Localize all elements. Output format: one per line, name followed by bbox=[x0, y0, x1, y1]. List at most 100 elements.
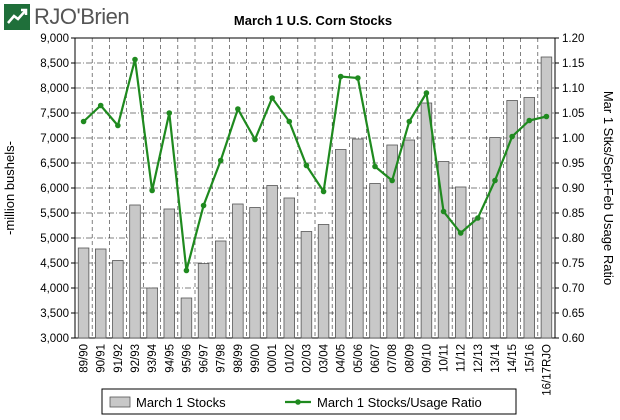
x-tick-label: 98/99 bbox=[233, 344, 245, 373]
ratio-point bbox=[183, 267, 190, 274]
bar bbox=[472, 217, 484, 339]
ratio-point bbox=[475, 215, 481, 221]
ratio-line bbox=[82, 59, 547, 271]
ratio-point bbox=[303, 162, 310, 169]
bar bbox=[283, 197, 296, 339]
ratio-point bbox=[80, 118, 87, 125]
y-left-tick-label: 4,000 bbox=[40, 283, 69, 295]
x-tick-label: 11/12 bbox=[456, 344, 468, 372]
axes-layer: 3,000 3,500 4,000 4,500 5,000 5,500 6,000 6,500… bbox=[2, 33, 616, 396]
bar bbox=[386, 144, 398, 339]
ratio-point bbox=[320, 188, 327, 195]
x-tick-label: 05/06 bbox=[353, 344, 365, 373]
ratio-point bbox=[286, 118, 293, 125]
bar bbox=[163, 208, 176, 339]
ratio-point bbox=[526, 117, 533, 124]
y-left-tick-label: 7,000 bbox=[40, 133, 69, 145]
bar bbox=[334, 149, 347, 339]
ratio-point bbox=[97, 102, 104, 109]
y-right-tick-label: 1.05 bbox=[562, 108, 584, 120]
bar bbox=[352, 138, 364, 339]
ratio-point bbox=[235, 106, 241, 112]
y-left-tick-label: 6,500 bbox=[40, 158, 69, 170]
ratio-point bbox=[217, 157, 224, 164]
x-tick-label: 09/10 bbox=[421, 344, 433, 373]
x-tick-label: 95/96 bbox=[181, 344, 193, 373]
y-right-tick-label: 1.15 bbox=[562, 58, 584, 70]
ratio-point bbox=[252, 136, 258, 143]
y-left-tick-label: 3,500 bbox=[40, 308, 69, 320]
bar bbox=[266, 185, 278, 339]
x-tick-label: 04/05 bbox=[336, 344, 348, 373]
ratio-point bbox=[406, 118, 413, 125]
x-tick-label: 97/98 bbox=[216, 344, 228, 373]
y-right-axis-title: Mar 1 Stks/Sept-Feb Usage Ratio bbox=[601, 91, 616, 285]
y-right-tick-label: 1.20 bbox=[562, 33, 584, 45]
y-right-tick-label: 0.75 bbox=[562, 258, 584, 270]
bar bbox=[146, 287, 158, 339]
bars-layer bbox=[77, 56, 553, 339]
x-tick-label: 12/13 bbox=[473, 344, 485, 373]
y-left-tick-label: 4,500 bbox=[40, 258, 69, 270]
legend-label: March 1 Stocks/Usage Ratio bbox=[317, 395, 482, 410]
bar bbox=[197, 263, 210, 339]
x-tick-label: 93/94 bbox=[147, 343, 159, 372]
x-tick-label: 99/00 bbox=[250, 344, 262, 373]
x-tick-label: 89/90 bbox=[79, 344, 91, 373]
x-tick-label: 06/07 bbox=[370, 344, 382, 373]
bar bbox=[489, 137, 501, 339]
x-tick-label: 02/03 bbox=[301, 344, 313, 373]
y-right-tick-label: 1.00 bbox=[562, 133, 584, 145]
ratio-point bbox=[457, 230, 464, 236]
bar bbox=[129, 204, 141, 339]
y-left-tick-label: 5,000 bbox=[40, 233, 69, 245]
ratio-point bbox=[492, 177, 498, 184]
ratio-point bbox=[200, 202, 207, 209]
bar bbox=[300, 231, 313, 339]
ratio-point bbox=[337, 73, 344, 80]
bar bbox=[403, 139, 416, 339]
bar bbox=[420, 102, 433, 339]
x-tick-label: 91/92 bbox=[113, 344, 125, 373]
y-left-tick-label: 9,000 bbox=[40, 33, 69, 45]
x-tick-label: 16/17RJO bbox=[541, 344, 553, 396]
ratio-point bbox=[149, 187, 155, 194]
x-tick-label: 90/91 bbox=[96, 344, 108, 373]
legend-bar-swatch bbox=[109, 396, 131, 408]
x-tick-label: 08/09 bbox=[404, 344, 416, 373]
y-left-tick-label: 6,000 bbox=[40, 183, 69, 195]
line-layer bbox=[80, 56, 550, 274]
x-tick-label: 94/95 bbox=[164, 344, 176, 373]
ratio-point bbox=[389, 177, 395, 184]
bar bbox=[249, 207, 261, 339]
y-left-tick-label: 3,000 bbox=[40, 333, 69, 345]
ratio-point bbox=[132, 56, 138, 63]
bar bbox=[506, 100, 518, 339]
legend-line-marker bbox=[295, 399, 301, 405]
y-right-tick-label: 0.95 bbox=[562, 158, 584, 170]
y-right-tick-label: 0.70 bbox=[562, 283, 584, 295]
ratio-point bbox=[166, 110, 173, 116]
ratio-point bbox=[372, 163, 378, 170]
y-right-tick-label: 0.85 bbox=[562, 208, 584, 220]
bar bbox=[95, 248, 107, 339]
legend-label: March 1 Stocks bbox=[136, 395, 226, 410]
ratio-point bbox=[509, 133, 515, 140]
x-tick-label: 03/04 bbox=[319, 343, 331, 372]
y-left-tick-label: 7,500 bbox=[40, 108, 69, 120]
y-right-tick-label: 0.90 bbox=[562, 183, 584, 195]
y-right-tick-label: 0.65 bbox=[562, 308, 584, 320]
x-tick-label: 96/97 bbox=[199, 344, 211, 373]
x-tick-label: 07/08 bbox=[387, 344, 399, 373]
x-tick-label: 92/93 bbox=[130, 344, 142, 373]
y-left-tick-label: 8,500 bbox=[40, 58, 69, 70]
x-tick-label: 01/02 bbox=[284, 344, 296, 373]
x-tick-label: 00/01 bbox=[267, 344, 279, 373]
bar bbox=[317, 224, 330, 339]
bar bbox=[214, 240, 227, 339]
brand-name: RJO'Brien bbox=[34, 4, 130, 29]
chart-title: March 1 U.S. Corn Stocks bbox=[234, 13, 392, 28]
brand-logo: RJO'Brien bbox=[4, 2, 130, 32]
